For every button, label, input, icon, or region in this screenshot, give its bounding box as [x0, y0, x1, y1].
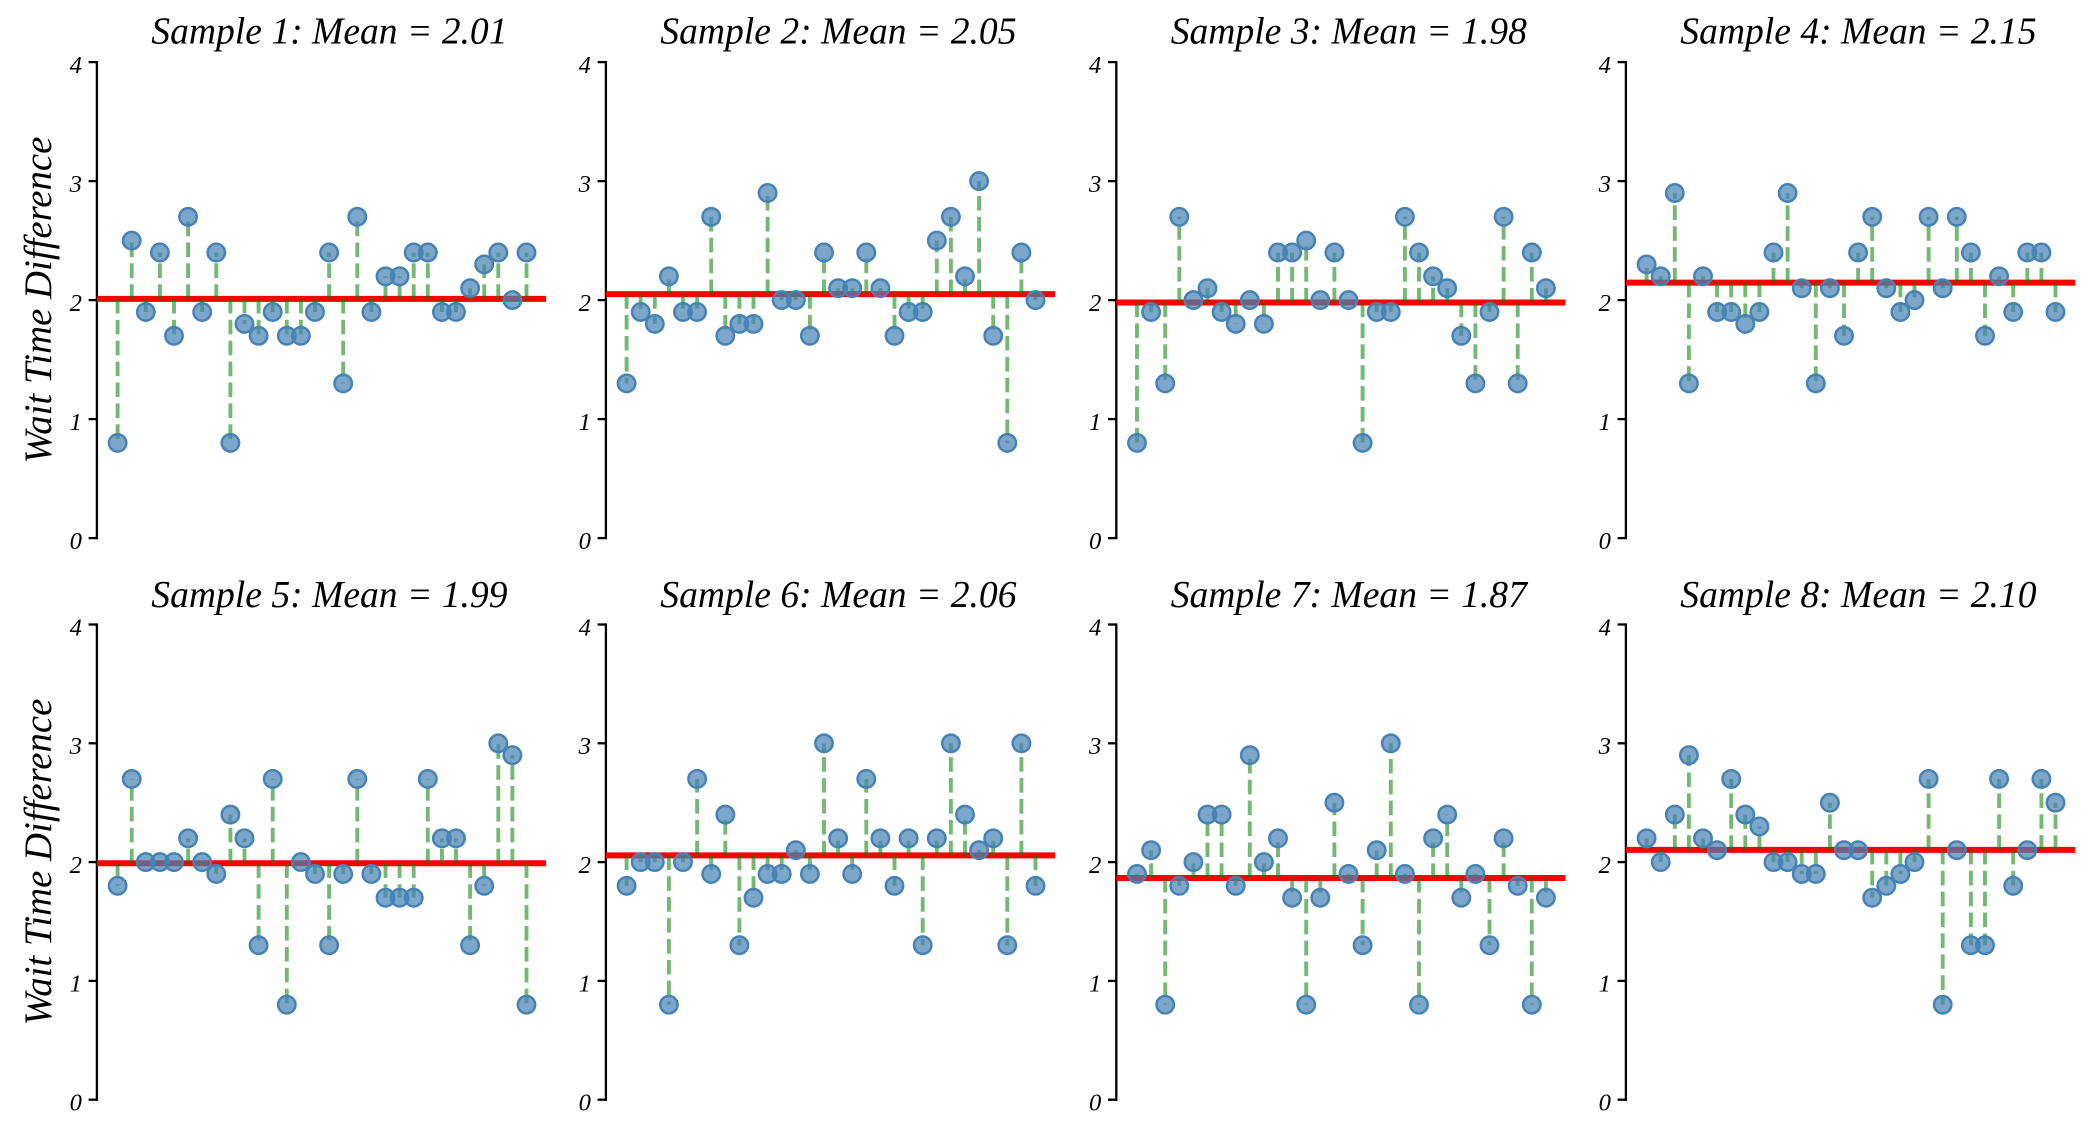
svg-text:Sample 1: Mean = 2.01: Sample 1: Mean = 2.01 — [151, 12, 507, 53]
svg-text:4: 4 — [579, 614, 591, 641]
svg-text:0: 0 — [1599, 1090, 1611, 1117]
svg-text:Sample 7: Mean = 1.87: Sample 7: Mean = 1.87 — [1171, 575, 1529, 616]
svg-text:1: 1 — [579, 409, 591, 436]
svg-text:Sample 6: Mean = 2.06: Sample 6: Mean = 2.06 — [660, 575, 1016, 616]
svg-text:1: 1 — [1089, 971, 1101, 998]
svg-text:4: 4 — [1089, 52, 1101, 79]
svg-text:1: 1 — [1599, 409, 1611, 436]
svg-text:3: 3 — [1088, 171, 1101, 198]
svg-text:Sample 3: Mean = 1.98: Sample 3: Mean = 1.98 — [1171, 12, 1527, 53]
svg-text:0: 0 — [579, 1090, 591, 1117]
svg-text:2: 2 — [1599, 290, 1611, 317]
svg-text:2: 2 — [1089, 290, 1101, 317]
svg-text:2: 2 — [579, 290, 591, 317]
svg-text:1: 1 — [1089, 409, 1101, 436]
svg-text:3: 3 — [1598, 171, 1611, 198]
svg-text:Sample 4: Mean = 2.15: Sample 4: Mean = 2.15 — [1680, 12, 2036, 53]
svg-text:Sample 8: Mean = 2.10: Sample 8: Mean = 2.10 — [1680, 575, 2036, 616]
svg-text:4: 4 — [1089, 614, 1101, 641]
svg-text:Sample 2: Mean = 2.05: Sample 2: Mean = 2.05 — [660, 12, 1016, 53]
svg-text:0: 0 — [1089, 528, 1101, 555]
svg-text:Wait Time Difference: Wait Time Difference — [17, 699, 60, 1026]
svg-text:0: 0 — [579, 528, 591, 555]
svg-text:2: 2 — [70, 290, 82, 317]
svg-text:4: 4 — [70, 614, 82, 641]
svg-text:4: 4 — [1599, 614, 1611, 641]
svg-text:3: 3 — [1088, 733, 1101, 760]
svg-text:3: 3 — [69, 171, 82, 198]
svg-text:1: 1 — [1599, 971, 1611, 998]
svg-text:0: 0 — [1599, 528, 1611, 555]
svg-text:3: 3 — [578, 171, 591, 198]
svg-text:2: 2 — [1089, 852, 1101, 879]
svg-text:3: 3 — [1598, 733, 1611, 760]
svg-text:Sample 5: Mean = 1.99: Sample 5: Mean = 1.99 — [151, 575, 507, 616]
svg-text:1: 1 — [70, 409, 82, 436]
svg-text:4: 4 — [70, 52, 82, 79]
svg-text:3: 3 — [69, 733, 82, 760]
svg-text:1: 1 — [70, 971, 82, 998]
svg-text:0: 0 — [1089, 1090, 1101, 1117]
svg-text:2: 2 — [579, 852, 591, 879]
svg-text:1: 1 — [579, 971, 591, 998]
svg-text:Wait Time Difference: Wait Time Difference — [17, 137, 60, 464]
svg-text:4: 4 — [1599, 52, 1611, 79]
svg-text:0: 0 — [70, 1090, 82, 1117]
svg-text:0: 0 — [70, 528, 82, 555]
svg-text:2: 2 — [1599, 852, 1611, 879]
svg-text:2: 2 — [70, 852, 82, 879]
svg-text:3: 3 — [578, 733, 591, 760]
svg-text:4: 4 — [579, 52, 591, 79]
